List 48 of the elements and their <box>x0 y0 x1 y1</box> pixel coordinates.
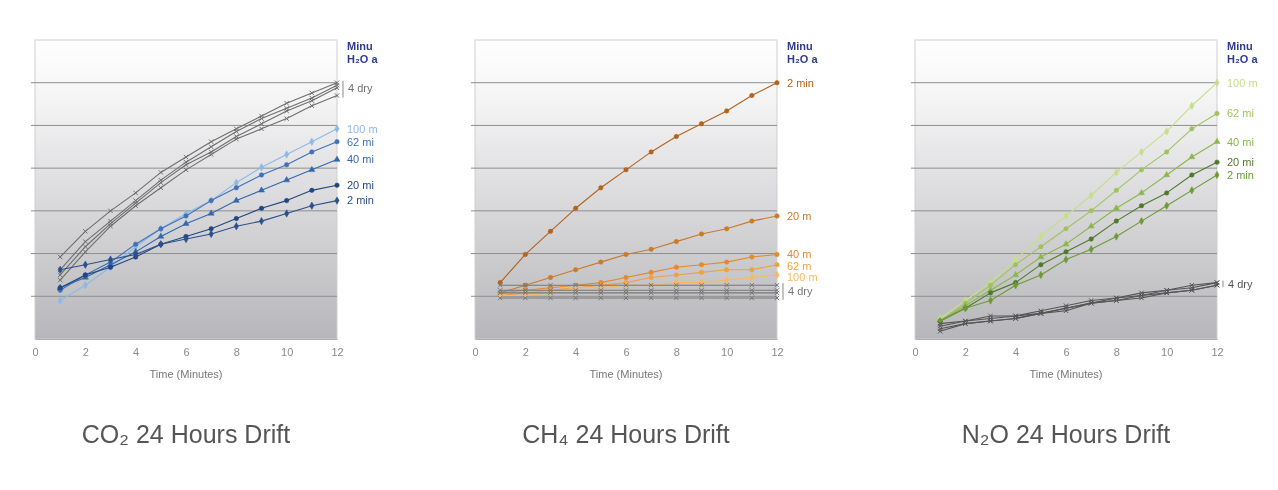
series-label: 62 m <box>787 259 812 272</box>
series-label: 20 mi <box>347 179 374 192</box>
x-tick-label: 4 <box>133 345 140 358</box>
x-tick-label: 8 <box>1113 345 1120 358</box>
series-label: 100 m <box>787 271 818 284</box>
x-tick-label: 6 <box>623 345 630 358</box>
series-label: 40 mi <box>347 153 374 166</box>
x-tick-label: 12 <box>771 345 784 358</box>
series-label: 62 mi <box>347 135 374 148</box>
x-tick-label: 0 <box>472 345 479 358</box>
x-tick-label: 10 <box>281 345 294 358</box>
series-label: 4 dry <box>788 285 813 298</box>
series-label: 4 dry <box>1228 277 1253 290</box>
series-label: 2 min <box>347 194 374 207</box>
x-tick-label: 12 <box>331 345 344 358</box>
x-tick-label: 10 <box>1161 345 1174 358</box>
series-label: 20 mi <box>1227 156 1254 169</box>
series-label: 100 m <box>1227 76 1258 89</box>
series-label: 40 mi <box>1227 135 1254 148</box>
text: CH₄ 24 Hours Drift <box>522 420 730 448</box>
x-tick-label: 0 <box>32 345 39 358</box>
x-axis-title: Time (Minutes) <box>1029 368 1103 380</box>
x-tick-label: 8 <box>673 345 680 358</box>
series-label: 100 m <box>347 122 378 135</box>
x-axis-title: Time (Minutes) <box>589 368 663 380</box>
legend-title: Minu H₂O a <box>347 40 379 65</box>
x-tick-label: 6 <box>183 345 190 358</box>
legend-title: Minu H₂O a <box>1227 40 1259 65</box>
legend-title: Minu H₂O a <box>787 40 819 65</box>
x-tick-label: 6 <box>1063 345 1070 358</box>
text: CO₂ 24 Hours Drift <box>81 420 291 448</box>
x-tick-label: 0 <box>912 345 919 358</box>
x-tick-label: 2 <box>522 345 529 358</box>
series-label: 2 min <box>787 76 814 89</box>
x-tick-label: 2 <box>82 345 89 358</box>
series-label: 62 mi <box>1227 107 1254 120</box>
x-axis-title: Time (Minutes) <box>149 368 223 380</box>
x-tick-label: 4 <box>1013 345 1020 358</box>
series-label: 4 dry <box>348 81 373 94</box>
series-label: 20 m <box>787 209 812 222</box>
x-tick-label: 12 <box>1211 345 1224 358</box>
x-tick-label: 4 <box>573 345 580 358</box>
series-label: 40 m <box>787 248 812 261</box>
x-tick-label: 8 <box>233 345 240 358</box>
x-tick-label: 10 <box>721 345 734 358</box>
text: N₂O 24 Hours Drift <box>961 420 1171 448</box>
x-tick-label: 2 <box>962 345 969 358</box>
series-label: 2 min <box>1227 168 1254 181</box>
